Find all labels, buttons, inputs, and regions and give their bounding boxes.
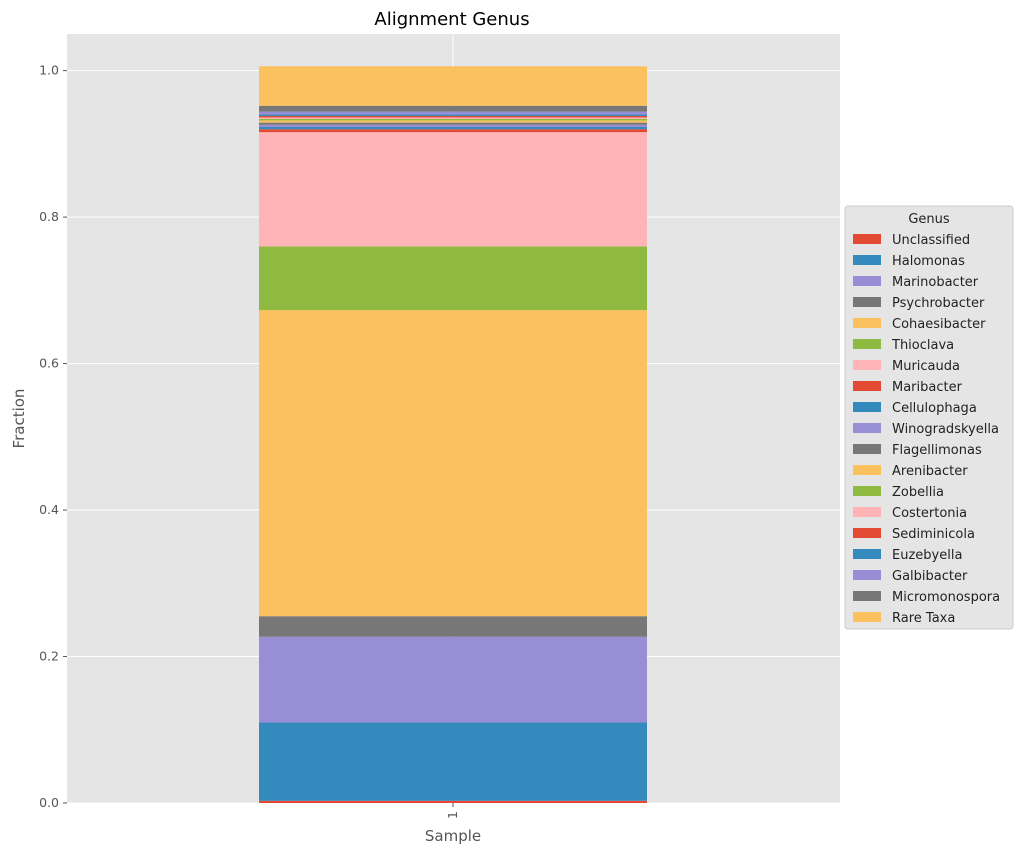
- legend-entry-label: Marinobacter: [892, 275, 979, 290]
- legend-swatch: [853, 549, 881, 559]
- legend-entry-label: Micromonospora: [892, 590, 1000, 605]
- x-axis-label: Sample: [425, 827, 481, 845]
- bar-segment-flagellimonas: [259, 122, 647, 125]
- y-tick-label: 1.0: [39, 63, 59, 78]
- bar-segment-cellulophaga: [259, 127, 647, 130]
- bar-segment-maribacter: [259, 129, 647, 133]
- legend-entry-label: Winogradskyella: [892, 422, 999, 437]
- x-tick-label: 1: [445, 811, 460, 819]
- bar-segment-galbibacter: [259, 111, 647, 115]
- bar-segment-sediminicola: [259, 116, 647, 118]
- y-axis-label: Fraction: [10, 389, 28, 449]
- bar-segment-arenibacter: [259, 120, 647, 123]
- legend-entry-label: Arenibacter: [892, 464, 968, 479]
- bar-segment-micromonospora: [259, 105, 647, 112]
- legend-entry-label: Euzebyella: [892, 548, 962, 563]
- legend-entry-label: Cellulophaga: [892, 401, 977, 416]
- legend-swatch: [853, 507, 881, 517]
- legend-title: Genus: [908, 212, 950, 227]
- bar-segment-halomonas: [259, 722, 647, 801]
- bar-segment-unclassified: [259, 800, 647, 803]
- legend-entry-label: Rare Taxa: [892, 611, 955, 626]
- bar-segment-zobellia: [259, 118, 647, 121]
- legend-swatch: [853, 360, 881, 370]
- legend-entry-label: Maribacter: [892, 380, 963, 395]
- legend-entry-label: Galbibacter: [892, 569, 968, 584]
- legend-entry-label: Halomonas: [892, 254, 965, 269]
- bar-segment-rare-taxa: [259, 66, 647, 106]
- legend-entry-label: Costertonia: [892, 506, 967, 521]
- legend-entry-label: Flagellimonas: [892, 443, 982, 458]
- bar-segment-euzebyella: [259, 114, 647, 117]
- legend-swatch: [853, 444, 881, 454]
- legend-swatch: [853, 528, 881, 538]
- y-axis-ticks: 0.0 0.2 0.4 0.6 0.8 1.0: [39, 63, 67, 810]
- legend-entry-label: Cohaesibacter: [892, 317, 986, 332]
- bar-segment-muricauda: [259, 132, 647, 247]
- y-tick-label: 0.2: [39, 649, 59, 664]
- x-axis-ticks: 1: [445, 803, 460, 819]
- y-tick-label: 0.0: [39, 795, 59, 810]
- bar-segment-cohaesibacter: [259, 310, 647, 617]
- legend-swatch: [853, 297, 881, 307]
- stacked-bar: [259, 66, 647, 803]
- y-tick-label: 0.8: [39, 209, 59, 224]
- legend-swatch: [853, 318, 881, 328]
- legend-entry-label: Sediminicola: [892, 527, 975, 542]
- legend-entry-label: Psychrobacter: [892, 296, 985, 311]
- legend-swatch: [853, 591, 881, 601]
- legend-entry-label: Muricauda: [892, 359, 960, 374]
- legend-entry-label: Zobellia: [892, 485, 944, 500]
- legend-swatch: [853, 402, 881, 412]
- legend-entry-label: Unclassified: [892, 233, 970, 248]
- legend-swatch: [853, 570, 881, 580]
- legend-swatch: [853, 339, 881, 349]
- legend-swatch: [853, 276, 881, 286]
- chart-title: Alignment Genus: [374, 9, 529, 30]
- legend-swatch: [853, 234, 881, 244]
- legend-swatch: [853, 486, 881, 496]
- bar-segment-costertonia: [259, 117, 647, 119]
- legend-box: [844, 205, 1014, 630]
- bar-segment-psychrobacter: [259, 616, 647, 637]
- legend-swatch: [853, 423, 881, 433]
- bar-segment-winogradskyella: [259, 124, 647, 128]
- bar-segment-marinobacter: [259, 636, 647, 723]
- legend-entry-label: Thioclava: [891, 338, 954, 353]
- bar-segment-thioclava: [259, 246, 647, 311]
- legend-swatch: [853, 465, 881, 475]
- legend-swatch: [853, 612, 881, 622]
- legend-swatch: [853, 381, 881, 391]
- legend-swatch: [853, 255, 881, 265]
- y-tick-label: 0.6: [39, 356, 59, 371]
- legend: Genus Unclassified Halomonas Marinobacter P…: [844, 205, 1014, 630]
- y-tick-label: 0.4: [39, 502, 59, 517]
